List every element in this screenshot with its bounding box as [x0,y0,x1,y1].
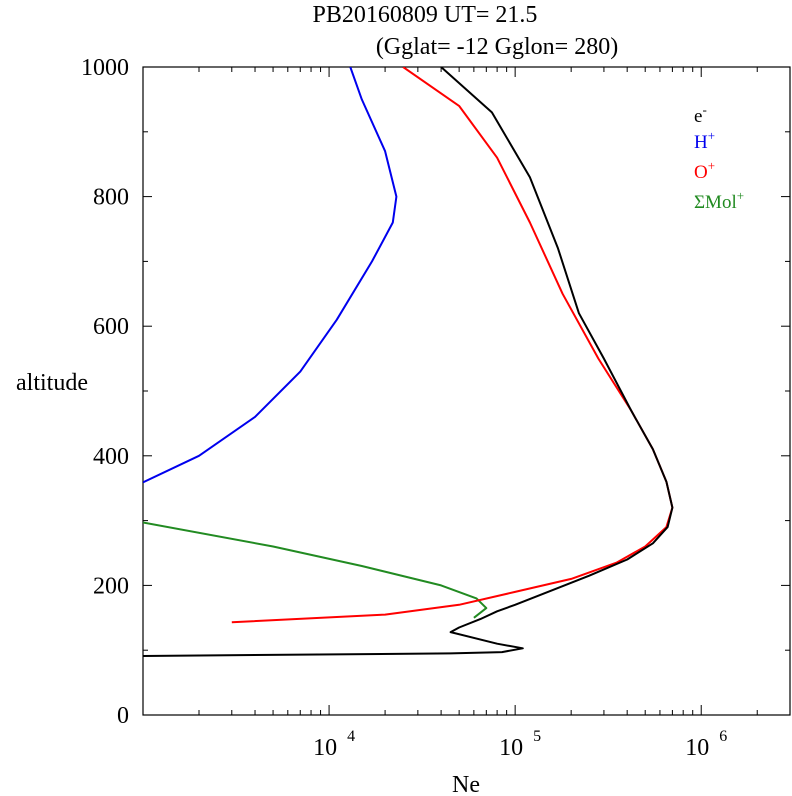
x-tick-label: 10 [313,735,337,761]
plot-frame [142,66,791,716]
y-tick-label: 400 [93,444,129,470]
chart-title: PB20160809 UT= 21.5 [313,2,538,28]
legend-entry: ΣMol+ [694,188,744,213]
y-axis-label: altitude [16,370,88,396]
y-axis-tick-labels: 0 200 400 600 800 1000 [81,55,129,729]
y-tick-label: 0 [117,703,129,729]
x-tick-label: 10 [685,735,709,761]
legend-entry: e- [694,102,707,127]
series-lines [143,67,674,657]
x-tick-label-exponent: 6 [719,728,727,745]
legend-entry: H+ [694,128,715,153]
x-axis-tick-labels: 10 4 10 5 10 6 [313,728,727,761]
x-tick-label-exponent: 4 [347,728,355,745]
x-tick-label: 10 [499,735,523,761]
chart-subtitle: (Gglat= -12 Gglon= 280) [376,34,618,60]
x-axis-label: Ne [452,772,480,796]
series-line-1 [143,67,398,484]
y-tick-label: 200 [93,573,129,599]
y-tick-label: 800 [93,185,129,211]
legend: e-H+ O+ ΣMol+ [694,102,744,213]
series-line-3 [143,521,488,619]
y-tick-label: 600 [93,314,129,340]
series-line-0 [143,67,674,657]
y-tick-label: 1000 [81,55,129,81]
x-tick-label-exponent: 5 [533,728,541,745]
legend-entry: O+ [694,158,715,183]
axis-ticks [142,66,791,716]
series-line-2 [231,67,674,624]
